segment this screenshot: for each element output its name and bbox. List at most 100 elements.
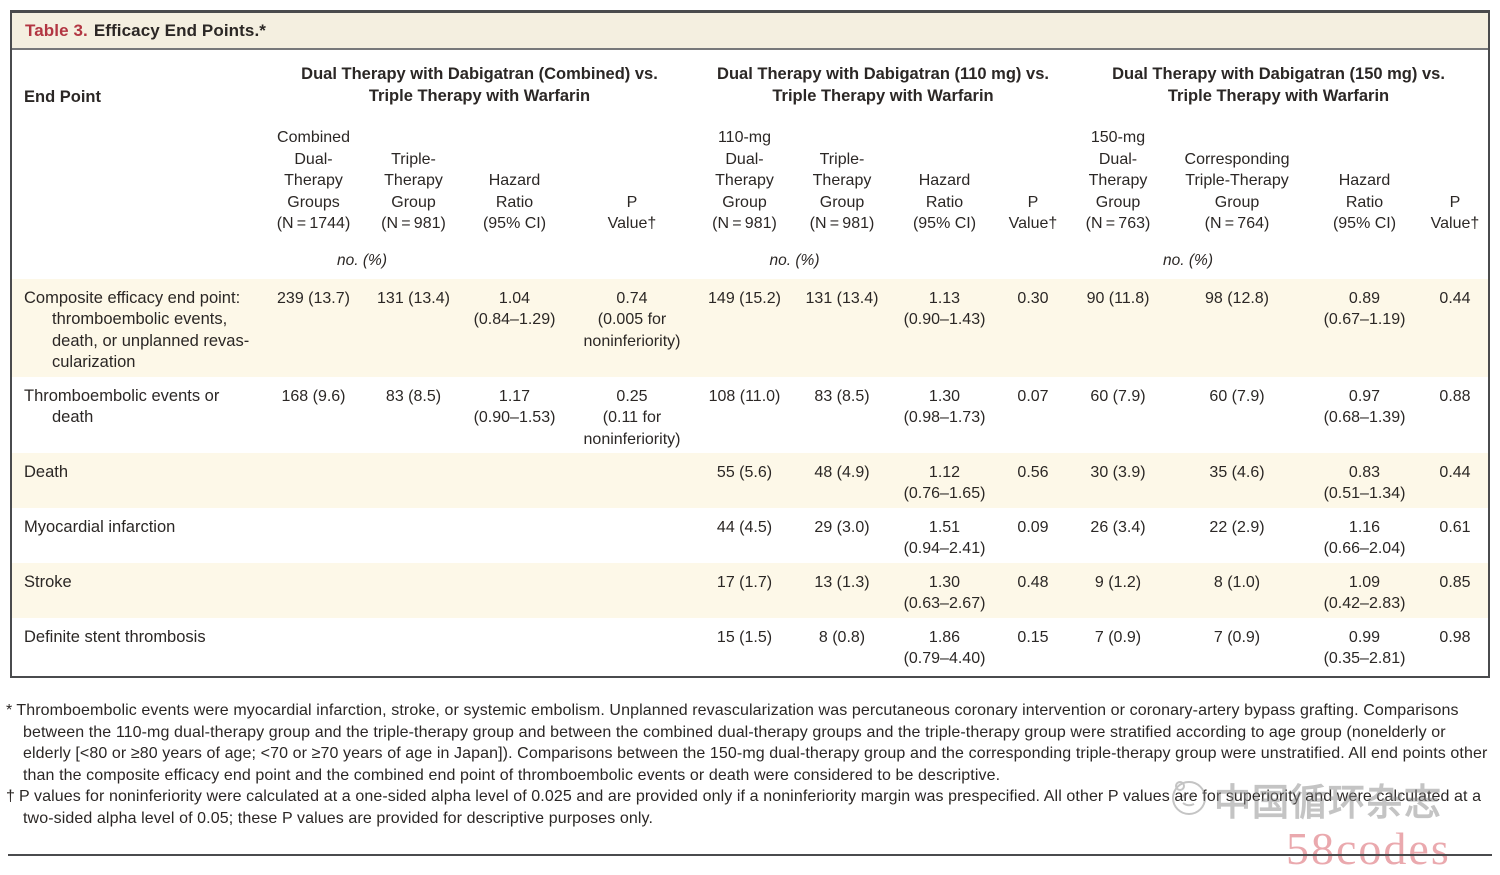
footnote-marker: * xyxy=(6,702,13,719)
footnote-marker: † xyxy=(6,788,15,805)
group-header-150mg: Dual Therapy with Dabigatran (150 mg) vs… xyxy=(1112,65,1445,105)
bottom-divider xyxy=(8,854,1492,856)
column-header: 110-mg Dual- Therapy Group (N = 981) xyxy=(712,129,777,232)
table-cell xyxy=(462,508,567,517)
table-cell: 30 (3.9) xyxy=(1090,463,1146,481)
units-label: no. (%) xyxy=(769,251,820,269)
table-cell: 44 (4.5) xyxy=(716,518,773,536)
table-cell: 0.88 xyxy=(1439,387,1471,405)
units-label: no. (%) xyxy=(337,251,387,269)
row-label: Definite stent thrombosis xyxy=(24,627,206,646)
table-row: Stroke 17 (1.7) 13 (1.3) 1.30 (0.63–2.67… xyxy=(12,562,1488,618)
column-header: Hazard Ratio (95% CI) xyxy=(912,172,977,232)
table-cell: 108 (11.0) xyxy=(708,387,781,405)
table-cell: 0.09 xyxy=(1017,518,1049,536)
table-title-text: Efficacy End Points.* xyxy=(93,20,266,40)
table-cell xyxy=(567,618,697,627)
column-header: Corresponding Triple-Therapy Group (N = … xyxy=(1184,150,1290,233)
table-cell: 131 (13.4) xyxy=(377,289,450,307)
table-footnotes: * Thromboembolic events were myocardial i… xyxy=(6,700,1496,829)
table-cell xyxy=(262,563,365,572)
table-cell xyxy=(365,563,462,572)
table-cell: 9 (1.2) xyxy=(1094,573,1142,591)
column-header: P Value† xyxy=(1008,193,1058,233)
column-header: Triple- Therapy Group (N = 981) xyxy=(381,150,446,233)
table-row: Death 55 (5.6) 48 (4.9) 1.12 (0.76–1.65)… xyxy=(12,452,1488,508)
site-watermark: 58codes xyxy=(1286,823,1451,874)
group-header-110mg: Dual Therapy with Dabigatran (110 mg) vs… xyxy=(717,65,1049,105)
table-cell: 0.97 (0.68–1.39) xyxy=(1323,387,1406,427)
units-label: no. (%) xyxy=(1163,251,1213,269)
column-header: 150-mg Dual- Therapy Group (N = 763) xyxy=(1085,129,1151,232)
table-header: End Point Dual Therapy with Dabigatran (… xyxy=(12,50,1488,270)
table-cell: 29 (3.0) xyxy=(814,518,870,536)
table-cell: 1.51 (0.94–2.41) xyxy=(903,518,986,558)
column-header: Triple- Therapy Group (N = 981) xyxy=(809,150,875,233)
table-cell: 60 (7.9) xyxy=(1209,387,1265,405)
row-label: Stroke xyxy=(24,572,72,591)
column-header: P Value† xyxy=(607,193,657,233)
table-cell: 1.86 (0.79–4.40) xyxy=(903,628,986,668)
table-cell: 0.74 (0.005 for noninferiority) xyxy=(583,289,681,350)
table-cell: 239 (13.7) xyxy=(277,289,350,307)
table-cell: 1.09 (0.42–2.83) xyxy=(1323,573,1406,613)
table-row: Composite efficacy end point: thromboemb… xyxy=(12,278,1488,377)
row-label: Thromboembolic events or death xyxy=(24,386,220,427)
end-point-column-header: End Point xyxy=(24,88,101,106)
table-title-bar: Table 3. Efficacy End Points.* xyxy=(12,13,1488,50)
column-header: Hazard Ratio (95% CI) xyxy=(482,172,547,232)
footnote-dagger: † P values for noninferiority were calcul… xyxy=(6,786,1496,829)
table-cell: 131 (13.4) xyxy=(805,289,879,307)
row-label: Death xyxy=(24,462,69,481)
table-cell: 22 (2.9) xyxy=(1209,518,1265,536)
table-cell: 83 (8.5) xyxy=(385,387,442,405)
table-cell xyxy=(567,508,697,517)
table-cell: 0.99 (0.35–2.81) xyxy=(1323,628,1406,668)
table-cell: 0.89 (0.67–1.19) xyxy=(1323,289,1406,329)
table-cell xyxy=(462,453,567,462)
table-cell: 0.15 xyxy=(1017,628,1049,646)
table-cell: 83 (8.5) xyxy=(814,387,870,405)
table-cell: 1.16 (0.66–2.04) xyxy=(1323,518,1406,558)
table-cell: 90 (11.8) xyxy=(1086,289,1150,307)
table-cell xyxy=(365,453,462,462)
table-cell xyxy=(462,618,567,627)
table-cell: 1.04 (0.84–1.29) xyxy=(473,289,556,329)
table-cell: 17 (1.7) xyxy=(716,573,773,591)
table-row: Myocardial infarction 44 (4.5) 29 (3.0) … xyxy=(12,508,1488,563)
table-cell: 0.61 xyxy=(1439,518,1471,536)
table-cell: 1.30 (0.98–1.73) xyxy=(903,387,986,427)
table-cell: 0.83 (0.51–1.34) xyxy=(1323,463,1406,503)
table-cell: 60 (7.9) xyxy=(1090,387,1146,405)
table-cell xyxy=(567,453,697,462)
footnote-text: P values for noninferiority were calcula… xyxy=(19,788,1482,827)
table-cell: 0.98 xyxy=(1439,628,1471,646)
table-cell: 1.12 (0.76–1.65) xyxy=(903,463,986,503)
table-cell: 0.44 xyxy=(1439,463,1471,481)
table-cell: 55 (5.6) xyxy=(716,463,773,481)
table-cell: 149 (15.2) xyxy=(708,289,781,307)
table-cell xyxy=(462,563,567,572)
column-header: P Value† xyxy=(1430,193,1480,233)
table-cell xyxy=(365,618,462,627)
table-cell: 0.44 xyxy=(1439,289,1471,307)
row-label: Composite efficacy end point: thromboemb… xyxy=(24,288,250,372)
table-cell xyxy=(262,453,365,462)
table-cell: 13 (1.3) xyxy=(814,573,870,591)
table-cell: 0.56 xyxy=(1017,463,1049,481)
row-label: Myocardial infarction xyxy=(24,517,176,536)
footnote-asterisk: * Thromboembolic events were myocardial i… xyxy=(6,700,1496,786)
table-cell: 7 (0.9) xyxy=(1094,628,1142,646)
column-header: Hazard Ratio (95% CI) xyxy=(1332,172,1397,232)
table-cell: 168 (9.6) xyxy=(281,387,346,405)
table-row: Definite stent thrombosis 15 (1.5) 8 (0.… xyxy=(12,618,1488,673)
table-cell: 0.85 xyxy=(1439,573,1471,591)
table-cell: 8 (0.8) xyxy=(818,628,866,646)
table-cell: 0.48 xyxy=(1017,573,1049,591)
table-number-label: Table 3. xyxy=(25,20,88,40)
table-cell: 0.30 xyxy=(1017,289,1049,307)
table-cell: 0.07 xyxy=(1017,387,1049,405)
table-cell: 35 (4.6) xyxy=(1209,463,1265,481)
table-cell: 1.17 (0.90–1.53) xyxy=(473,387,556,427)
table-row: Thromboembolic events or death 168 (9.6)… xyxy=(12,377,1488,453)
